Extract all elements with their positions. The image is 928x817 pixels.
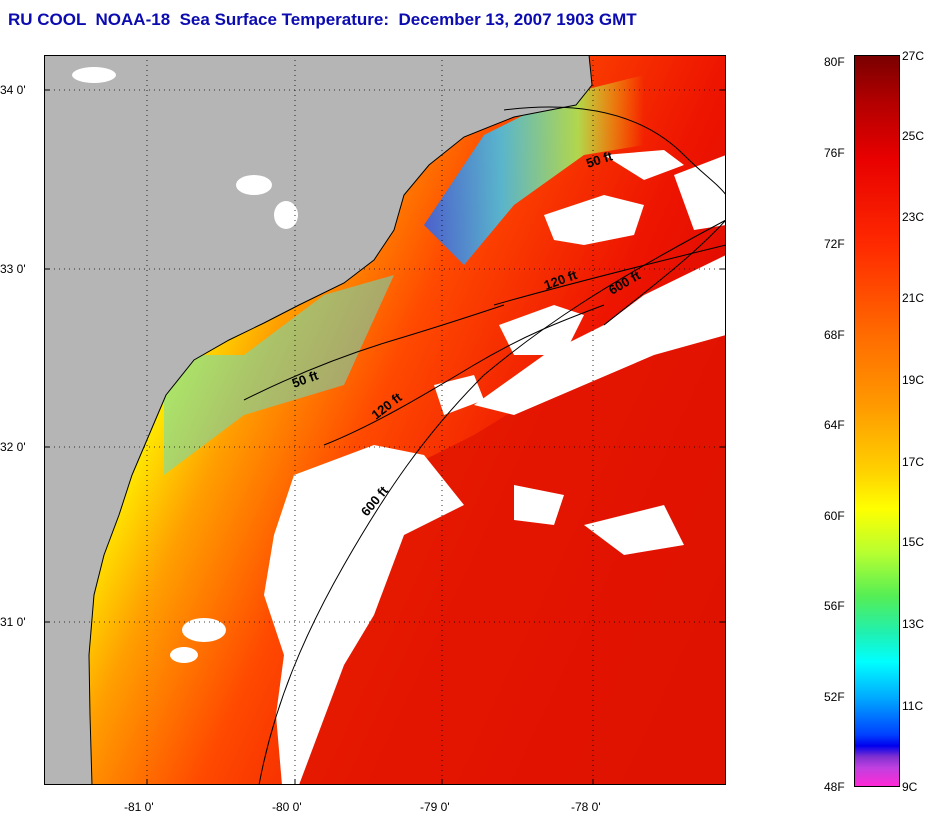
colorbar-label-11c: 11C (902, 699, 924, 713)
sst-map: 50 ft 120 ft 600 ft 50 ft 120 ft 600 ft … (0, 55, 726, 814)
colorbar-label-9c: 9C (902, 780, 918, 794)
colorbar-gradient (854, 55, 900, 787)
contour-120ft-north (493, 244, 726, 306)
lat-label-32: 32 0' (0, 440, 26, 454)
cool-water-band-south (164, 275, 394, 475)
lon-label-79: -79 0' (420, 800, 450, 814)
lat-label-33: 33 0' (0, 262, 26, 276)
contour-50ft-north (503, 106, 726, 196)
colorbar-label-19c: 19C (902, 373, 925, 387)
colorbar-label-80f: 80F (824, 55, 845, 69)
lon-label-80: -80 0' (272, 800, 302, 814)
graticule (44, 55, 726, 785)
cloud-cover (72, 67, 726, 785)
colorbar-label-27c: 27C (902, 49, 925, 63)
lat-label-34: 34 0' (0, 83, 26, 97)
colorbar-label-25c: 25C (902, 129, 925, 143)
colorbar-label-76f: 76F (824, 146, 845, 160)
cool-water-band (424, 75, 644, 265)
colorbar-label-21c: 21C (902, 291, 925, 305)
colorbar-label-23c: 23C (902, 210, 925, 224)
colorbar-label-48f: 48F (824, 780, 845, 794)
colorbar-label-68f: 68F (824, 328, 845, 342)
colorbar-label-60f: 60F (824, 509, 845, 523)
colorbar-label-13c: 13C (902, 617, 925, 631)
colorbar-label-72f: 72F (824, 237, 845, 251)
colorbar-label-17c: 17C (902, 455, 925, 469)
colorbar-label-52f: 52F (824, 690, 845, 704)
contour-50ft-south (243, 304, 505, 401)
colorbar-label-15c: 15C (902, 535, 925, 549)
depth-contours (243, 106, 726, 785)
temperature-colorbar: 80F 76F 72F 68F 64F 60F 56F 52F 48F 27C … (824, 49, 924, 794)
contour-600ft-south (258, 219, 726, 785)
lon-label-78: -78 0' (571, 800, 601, 814)
lat-label-31: 31 0' (0, 615, 26, 629)
sst-map-image: 50 ft 120 ft 600 ft 50 ft 120 ft 600 ft (44, 55, 726, 785)
map-frame (44, 55, 726, 785)
colorbar-label-56f: 56F (824, 599, 845, 613)
map-title: RU COOL NOAA-18 Sea Surface Temperature:… (8, 10, 637, 29)
land-area (44, 55, 593, 785)
contour-600ft-north (603, 219, 726, 326)
gulf-stream (284, 325, 726, 785)
lon-label-81: -81 0' (124, 800, 154, 814)
colorbar-label-64f: 64F (824, 418, 845, 432)
contour-120ft-south (323, 304, 605, 446)
